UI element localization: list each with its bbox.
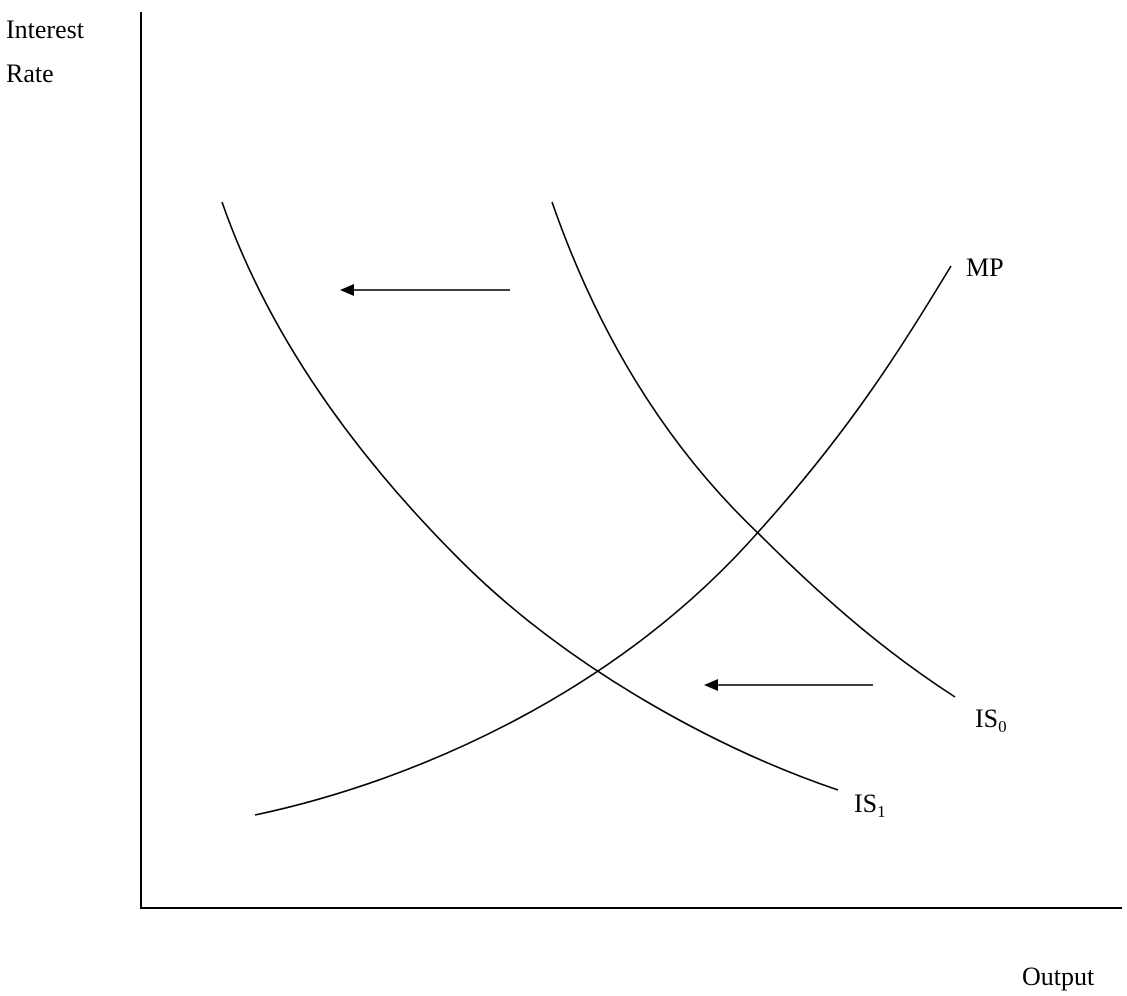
is1-label: IS1 — [854, 789, 886, 821]
shift-arrow-lower-head — [704, 679, 718, 691]
is0-curve — [551, 201, 956, 698]
shift-arrow-upper-head — [340, 284, 354, 296]
y-axis-label-line1: Interest — [6, 15, 85, 44]
mp-curve — [254, 265, 952, 816]
shift-arrow-lower — [704, 679, 873, 691]
is0-label: IS0 — [975, 704, 1007, 736]
shift-arrow-upper — [340, 284, 510, 296]
is1-label-main: IS — [854, 789, 877, 818]
mp-label: MP — [966, 253, 1004, 282]
y-axis-label-line2: Rate — [6, 59, 54, 88]
x-axis-label: Output — [1022, 962, 1095, 991]
is1-curve — [221, 201, 839, 791]
is0-label-subscript: 0 — [998, 717, 1007, 736]
is0-label-main: IS — [975, 704, 998, 733]
is1-label-subscript: 1 — [877, 802, 886, 821]
